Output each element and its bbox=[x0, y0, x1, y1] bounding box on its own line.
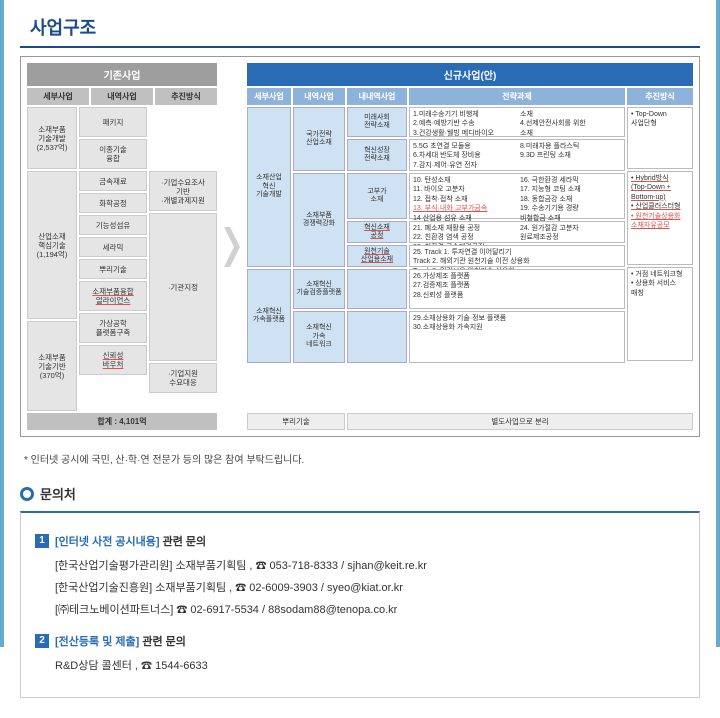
cell: • Top-Down사업단형 bbox=[627, 107, 693, 169]
cell: ·기업지원수요대응 bbox=[149, 363, 217, 393]
strategy-cell: 10. 탄성소재11. 바이오 고분자12. 접착·접착 소재13. 부식·내화… bbox=[409, 173, 625, 219]
cell: 소재산업혁신기술개발 bbox=[247, 107, 291, 267]
cell: 금속재료 bbox=[79, 171, 147, 191]
cell: 신뢰성바우처 bbox=[79, 345, 147, 375]
r-sub-4: 전략과제 bbox=[409, 88, 625, 105]
contact-section-head: 문의처 bbox=[20, 484, 700, 503]
cell: ·기관지정 bbox=[149, 213, 217, 361]
contact-section-title: 문의처 bbox=[40, 484, 76, 503]
right-col-4: 1.미래수송기기 비행체2.예측·예방기반 수송3.건강생활·웰빙 메디바이오소… bbox=[409, 107, 625, 411]
left-sub-3: 추진방식 bbox=[155, 88, 217, 105]
r-sub-5: 추진방식 bbox=[627, 88, 693, 105]
strategy-cell: 25. Track 1. 투자연결 이어달리기Track 2. 해외기관 원천기… bbox=[409, 245, 625, 267]
q1-num: 1 bbox=[35, 534, 49, 548]
cell: 소재혁신기술검증플랫폼 bbox=[293, 269, 345, 309]
r-sub-3: 내내역사업 bbox=[347, 88, 407, 105]
foot-a: 뿌리기술 bbox=[247, 413, 345, 430]
cell: 소재부품경쟁력강화 bbox=[293, 173, 345, 267]
cell: 소재부품기술기반(370억) bbox=[27, 321, 77, 411]
strategy-cell: 21. 폐소재 재활용 공정22. 친환경 염색 공정23. 친환경 금속제련공… bbox=[409, 221, 625, 243]
q1-suffix: 관련 문의 bbox=[160, 536, 207, 548]
cell: 뿌리기술 bbox=[79, 259, 147, 279]
strategy-cell: 29.소재상용화 기술·정보 플랫폼30.소재상용화 가속지원 bbox=[409, 311, 625, 363]
cell: 원천기술산업용소재 bbox=[347, 245, 407, 267]
cell: 산업소재핵심기술(1,194억) bbox=[27, 171, 77, 319]
strategy-cell: 1.미래수송기기 비행체2.예측·예방기반 수송3.건강생활·웰빙 메디바이오소… bbox=[409, 107, 625, 137]
contact-line: [㈜테크노베이션파트너스] ☎ 02-6917-5534 / 88sodam88… bbox=[55, 601, 685, 617]
left-sub-1: 세부사업 bbox=[27, 88, 89, 105]
cell: 국가전략산업소재 bbox=[293, 107, 345, 171]
left-col-3: ·기업수요조사기반·개별과제지원·기관지정·기업지원수요대응 bbox=[149, 107, 217, 411]
strategy-cell: 5.5G 초연결 모듈용6.차세대 반도체 장비용7.감지·제어·유연 전자8.… bbox=[409, 139, 625, 171]
cell: ·기업수요조사기반·개별과제지원 bbox=[149, 171, 217, 211]
cell: • Hybrid방식(Top-Down +Bottom-up)• 산업클러스터형… bbox=[627, 171, 693, 265]
cell: 기능성섬유 bbox=[79, 215, 147, 235]
cell: 소재부품기술개발(2,537억) bbox=[27, 107, 77, 169]
r-sub-1: 세부사업 bbox=[247, 88, 291, 105]
cell: • 거점 네트워크형• 상용화 서비스매칭 bbox=[627, 267, 693, 361]
q1-head: 1 [인터넷 사전 공시내용] 관련 문의 bbox=[35, 533, 685, 549]
arrow-icon bbox=[223, 63, 241, 430]
contact-line: [한국산업기술진흥원] 소재부품기획팀 , ☎ 02-6009-3903 / s… bbox=[55, 579, 685, 595]
cell: 가상공학플랫폼구축 bbox=[79, 313, 147, 343]
left-header: 기존사업 bbox=[27, 63, 217, 86]
decor-right bbox=[716, 0, 720, 647]
left-sub-row: 세부사업 내역사업 추진방식 bbox=[27, 88, 217, 105]
right-col-5: • Top-Down사업단형• Hybrid방식(Top-Down +Botto… bbox=[627, 107, 693, 411]
right-col-2: 국가전략산업소재소재부품경쟁력강화소재혁신기술검증플랫폼소재혁신가속네트워크 bbox=[293, 107, 345, 411]
decor-left bbox=[0, 0, 4, 647]
left-sub-2: 내역사업 bbox=[91, 88, 153, 105]
cell: 화학공정 bbox=[79, 193, 147, 213]
page-title: 사업구조 bbox=[20, 8, 700, 48]
r-sub-2: 내역사업 bbox=[293, 88, 345, 105]
participation-note: * 인터넷 공시에 국민, 산·학·연 전문가 등의 많은 참여 부탁드립니다. bbox=[24, 451, 700, 466]
cell: 혁신성장전략소재 bbox=[347, 139, 407, 171]
right-col-3: 미래사회전략소재혁신성장전략소재고부가소재혁신소재공정원천기술산업용소재 bbox=[347, 107, 407, 411]
q1-title: [인터넷 사전 공시내용] bbox=[55, 536, 160, 548]
contact-line: R&D상담 콜센터 , ☎ 1544-6633 bbox=[55, 657, 685, 673]
cell: 소재혁신가속플랫폼 bbox=[247, 269, 291, 363]
cell: 세라믹 bbox=[79, 237, 147, 257]
right-col-1: 소재산업혁신기술개발소재혁신가속플랫폼 bbox=[247, 107, 291, 411]
left-col-1: 소재부품기술개발(2,537억)산업소재핵심기술(1,194억)소재부품기술기반… bbox=[27, 107, 77, 411]
business-structure-diagram: 기존사업 세부사업 내역사업 추진방식 소재부품기술개발(2,537억)산업소재… bbox=[20, 56, 700, 437]
right-foot: 뿌리기술 별도사업으로 분리 bbox=[247, 413, 693, 430]
cell: 미래사회전략소재 bbox=[347, 107, 407, 137]
page-wrap: 사업구조 기존사업 세부사업 내역사업 추진방식 소재부품기술개발(2,537억… bbox=[0, 0, 720, 718]
left-col-2: 패키지이종기술융합금속재료화학공정기능성섬유세라믹뿌리기술소재부품융합얼라이언스… bbox=[79, 107, 147, 411]
strategy-cell: 26.가상제조 플랫폼27.검증제조 플랫폼28.신뢰성 플랫폼 bbox=[409, 269, 625, 309]
cell: 이종기술융합 bbox=[79, 139, 147, 169]
cell: 고부가소재 bbox=[347, 173, 407, 219]
cell: 소재부품융합얼라이언스 bbox=[79, 281, 147, 311]
q2-suffix: 관련 문의 bbox=[139, 636, 186, 648]
contact-line: [한국산업기술평가관리원] 소재부품기획팀 , ☎ 053-718-8333 /… bbox=[55, 557, 685, 573]
cell bbox=[347, 269, 407, 309]
q2-title: [전산등록 및 제출] bbox=[55, 636, 139, 648]
q2-num: 2 bbox=[35, 634, 49, 648]
cell bbox=[347, 311, 407, 363]
cell: 소재혁신가속네트워크 bbox=[293, 311, 345, 363]
existing-business-block: 기존사업 세부사업 내역사업 추진방식 소재부품기술개발(2,537억)산업소재… bbox=[27, 63, 217, 430]
contact-box: 1 [인터넷 사전 공시내용] 관련 문의 [한국산업기술평가관리원] 소재부품… bbox=[20, 511, 700, 698]
foot-b: 별도사업으로 분리 bbox=[347, 413, 693, 430]
bullet-icon bbox=[20, 487, 34, 501]
left-total: 합계 : 4,101억 bbox=[27, 413, 217, 430]
right-sub-row: 세부사업 내역사업 내내역사업 전략과제 추진방식 bbox=[247, 88, 693, 105]
cell: 혁신소재공정 bbox=[347, 221, 407, 243]
new-business-block: 신규사업(안) 세부사업 내역사업 내내역사업 전략과제 추진방식 소재산업혁신… bbox=[247, 63, 693, 430]
cell: 패키지 bbox=[79, 107, 147, 137]
right-header: 신규사업(안) bbox=[247, 63, 693, 86]
